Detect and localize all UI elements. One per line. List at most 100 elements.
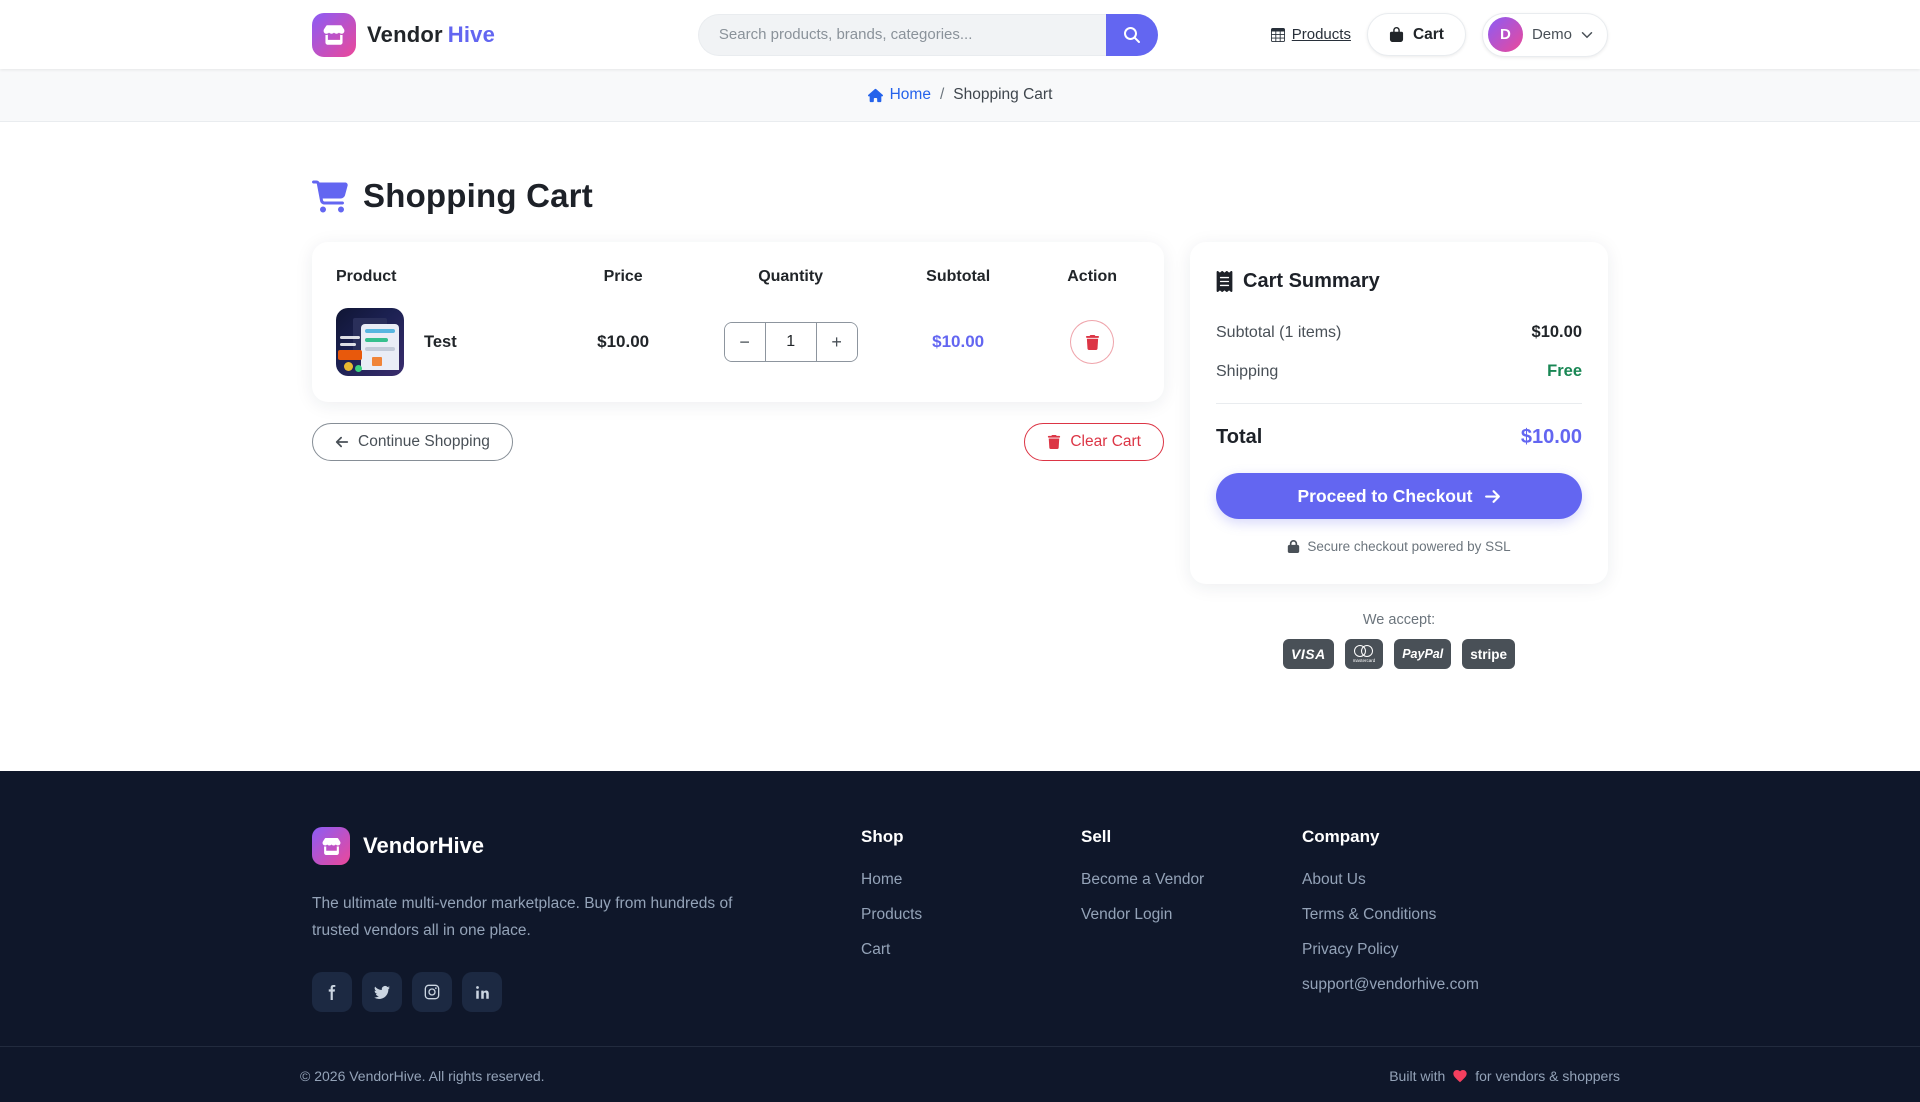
footer-column-title: Company (1302, 827, 1380, 846)
cart-table-header: Product Price Quantity Subtotal Action (336, 268, 1140, 286)
nav-products-link[interactable]: Products (1271, 26, 1351, 43)
breadcrumb-home-link[interactable]: Home (868, 86, 931, 104)
quantity-increase-button[interactable]: + (816, 323, 857, 361)
summary-divider (1216, 403, 1582, 404)
lock-icon (1287, 540, 1300, 553)
search-button[interactable] (1105, 13, 1158, 56)
footer-column-sell: Sell Become a Vendor Vendor Login (1081, 827, 1302, 1012)
user-menu[interactable]: D Demo (1481, 12, 1608, 57)
footer: VendorHive The ultimate multi-vendor mar… (0, 771, 1920, 1102)
cart-summary-card: Cart Summary Subtotal (1 items) $10.00 S… (1190, 242, 1608, 584)
product-price: $10.00 (597, 332, 650, 351)
store-icon (312, 12, 356, 57)
cart-items-card: Product Price Quantity Subtotal Action (312, 242, 1164, 402)
proceed-to-checkout-button[interactable]: Proceed to Checkout (1216, 473, 1582, 519)
shipping-label: Shipping (1216, 362, 1279, 380)
social-links (312, 972, 861, 1013)
search-input[interactable] (697, 13, 1106, 56)
footer-column-title: Shop (861, 827, 904, 846)
stripe-badge: stripe (1462, 639, 1515, 669)
column-header-action: Action (1067, 268, 1118, 285)
home-icon (868, 88, 883, 103)
brand-logo-link[interactable]: Vendor Hive (312, 12, 496, 57)
heart-icon (1452, 1068, 1468, 1084)
copyright-text: © 2026 VendorHive. All rights reserved. (300, 1068, 545, 1085)
breadcrumb-current: Shopping Cart (953, 86, 1053, 103)
main-content: Shopping Cart Product Price Quantity Sub… (0, 122, 1920, 771)
subtotal-value: $10.00 (1531, 323, 1582, 341)
column-header-price: Price (603, 268, 643, 285)
footer-link-vendor-login[interactable]: Vendor Login (1081, 906, 1173, 923)
remove-item-button[interactable] (1070, 320, 1115, 364)
shipping-value: Free (1547, 362, 1582, 380)
breadcrumb: Home / Shopping Cart (868, 86, 1053, 104)
breadcrumb-bar: Home / Shopping Cart (0, 69, 1920, 122)
quantity-decrease-button[interactable]: − (724, 323, 765, 361)
secure-checkout-note: Secure checkout powered by SSL (1216, 539, 1582, 554)
product-name: Test (424, 332, 457, 351)
payment-methods: We accept: VISA mastercard PayPal stripe (1190, 612, 1608, 669)
column-header-quantity: Quantity (758, 268, 824, 285)
footer-link-become-a-vendor[interactable]: Become a Vendor (1081, 871, 1205, 888)
footer-tagline: Built with for vendors & shoppers (1389, 1068, 1620, 1085)
breadcrumb-separator: / (939, 86, 945, 103)
paypal-badge: PayPal (1394, 639, 1452, 669)
receipt-icon (1216, 271, 1233, 292)
mastercard-badge: mastercard (1344, 639, 1384, 669)
footer-link-products[interactable]: Products (861, 906, 923, 923)
footer-brand-name: VendorHive (363, 833, 485, 858)
user-name: Demo (1531, 26, 1572, 43)
top-navigation-bar: VendorHive Products Cart D Demo (0, 0, 1920, 69)
footer-brand-block: VendorHive The ultimate multi-vendor mar… (312, 827, 861, 1013)
avatar: D (1487, 17, 1523, 52)
cart-summary-title: Cart Summary (1216, 270, 1582, 293)
instagram-icon[interactable] (412, 972, 452, 1013)
arrow-right-icon (1484, 488, 1501, 505)
nav-cart-button[interactable]: Cart (1366, 13, 1466, 56)
we-accept-label: We accept: (1362, 612, 1436, 628)
store-icon (312, 827, 350, 865)
footer-link-privacy[interactable]: Privacy Policy (1302, 941, 1399, 958)
visa-badge: VISA (1283, 639, 1334, 669)
footer-link-cart[interactable]: Cart (861, 941, 891, 958)
footer-link-terms[interactable]: Terms & Conditions (1302, 906, 1437, 923)
footer-link-support-email[interactable]: support@vendorhive.com (1302, 976, 1479, 993)
search-icon (1124, 27, 1140, 43)
trash-icon (1047, 435, 1061, 449)
footer-bottom-bar: © 2026 VendorHive. All rights reserved. … (0, 1046, 1920, 1102)
cart-item-row: Test $10.00 − + $10.00 (336, 308, 1140, 380)
footer-column-title: Sell (1081, 827, 1112, 846)
search-bar (697, 13, 1158, 56)
subtotal-label: Subtotal (1 items) (1216, 323, 1342, 341)
page-title-text: Shopping Cart (363, 177, 593, 214)
clear-cart-button[interactable]: Clear Cart (1024, 423, 1164, 461)
twitter-icon[interactable] (362, 972, 402, 1013)
table-grid-icon (1271, 28, 1285, 42)
mastercard-icon (1354, 645, 1374, 657)
continue-shopping-button[interactable]: Continue Shopping (312, 423, 513, 461)
footer-link-home[interactable]: Home (861, 871, 903, 888)
facebook-icon[interactable] (312, 972, 352, 1013)
chevron-down-icon (1581, 29, 1593, 41)
shopping-cart-icon (312, 180, 348, 213)
summary-subtotal-row: Subtotal (1 items) $10.00 (1216, 323, 1582, 342)
quantity-stepper: − + (723, 322, 858, 362)
linkedin-icon[interactable] (462, 972, 502, 1013)
footer-description: The ultimate multi-vendor marketplace. B… (312, 895, 733, 939)
brand-name: Vendor Hive (367, 21, 496, 47)
bag-icon (1389, 27, 1404, 42)
header-nav: Products Cart D Demo (1271, 12, 1608, 57)
footer-column-shop: Shop Home Products Cart (861, 827, 1081, 1012)
column-header-product: Product (336, 268, 397, 285)
total-label: Total (1216, 426, 1263, 448)
quantity-input[interactable] (764, 323, 817, 361)
column-header-subtotal: Subtotal (926, 268, 991, 285)
total-value: $10.00 (1520, 426, 1582, 448)
footer-column-company: Company About Us Terms & Conditions Priv… (1302, 827, 1608, 1012)
product-subtotal: $10.00 (932, 332, 985, 351)
arrow-left-icon (335, 435, 349, 449)
cart-actions: Continue Shopping Clear Cart (312, 423, 1164, 461)
trash-icon (1085, 335, 1100, 350)
footer-link-about-us[interactable]: About Us (1302, 871, 1366, 888)
page-title: Shopping Cart (312, 122, 1608, 215)
